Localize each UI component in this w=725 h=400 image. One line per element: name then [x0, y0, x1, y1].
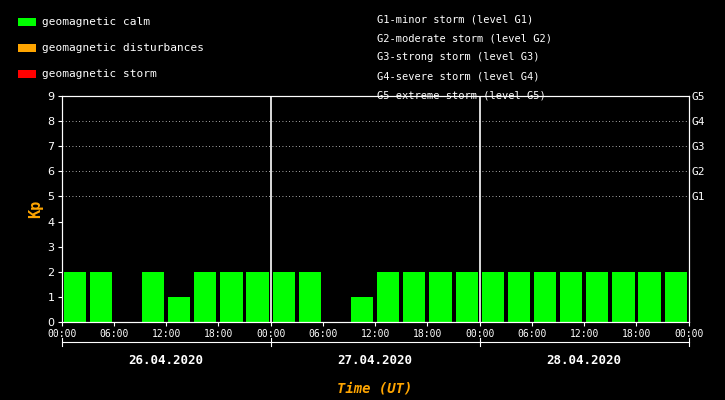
Bar — [613, 272, 634, 322]
Bar — [560, 272, 582, 322]
Bar — [273, 272, 295, 322]
Bar — [665, 272, 687, 322]
Bar — [90, 272, 112, 322]
Bar — [220, 272, 243, 322]
Text: geomagnetic disturbances: geomagnetic disturbances — [42, 43, 204, 53]
Text: geomagnetic calm: geomagnetic calm — [42, 17, 150, 27]
Bar — [351, 297, 373, 322]
Text: 28.04.2020: 28.04.2020 — [547, 354, 622, 366]
Bar — [168, 297, 191, 322]
Bar — [299, 272, 321, 322]
Text: Time (UT): Time (UT) — [338, 381, 413, 395]
Bar — [455, 272, 478, 322]
Text: G5-extreme storm (level G5): G5-extreme storm (level G5) — [377, 91, 546, 101]
Text: G4-severe storm (level G4): G4-severe storm (level G4) — [377, 72, 539, 82]
Bar — [194, 272, 217, 322]
Bar — [534, 272, 556, 322]
Bar — [247, 272, 269, 322]
Text: G1-minor storm (level G1): G1-minor storm (level G1) — [377, 14, 534, 24]
Bar — [377, 272, 399, 322]
Text: G3-strong storm (level G3): G3-strong storm (level G3) — [377, 52, 539, 62]
Bar — [429, 272, 452, 322]
Bar — [587, 272, 608, 322]
Bar — [639, 272, 660, 322]
Text: G2-moderate storm (level G2): G2-moderate storm (level G2) — [377, 33, 552, 43]
Bar — [403, 272, 426, 322]
Bar — [507, 272, 530, 322]
Text: 26.04.2020: 26.04.2020 — [128, 354, 204, 366]
Bar — [142, 272, 164, 322]
Bar — [64, 272, 86, 322]
Y-axis label: Kp: Kp — [28, 200, 44, 218]
Text: geomagnetic storm: geomagnetic storm — [42, 69, 157, 79]
Bar — [481, 272, 504, 322]
Text: 27.04.2020: 27.04.2020 — [338, 354, 413, 366]
